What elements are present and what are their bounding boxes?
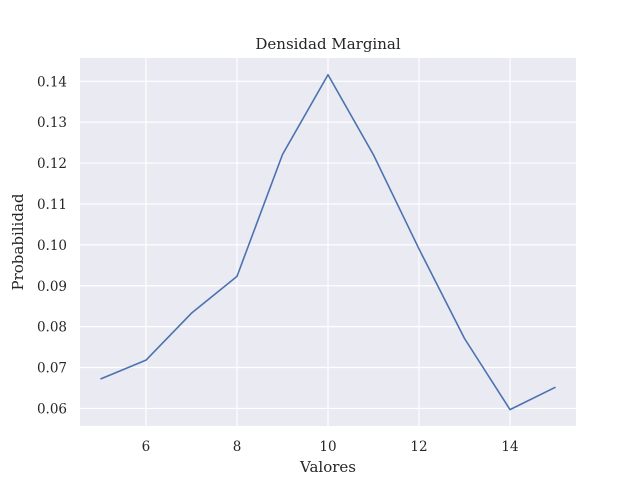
y-tick-label: 0.07: [37, 361, 67, 377]
y-tick-label: 0.06: [37, 401, 67, 417]
y-tick-label: 0.12: [37, 156, 67, 172]
y-tick-label: 0.08: [37, 320, 67, 336]
x-tick-label: 8: [233, 439, 242, 455]
y-tick-label: 0.09: [37, 279, 67, 295]
chart-title: Densidad Marginal: [255, 35, 400, 53]
x-axis-label: Valores: [299, 458, 356, 476]
x-tick-label: 6: [142, 439, 151, 455]
y-tick-label: 0.11: [37, 197, 67, 213]
x-gridlines: [145, 58, 511, 426]
y-tick-label: 0.10: [37, 238, 67, 254]
y-tick-label: 0.14: [37, 74, 67, 90]
x-tick-label: 12: [410, 439, 427, 455]
x-tick-label: 10: [319, 439, 336, 455]
x-tick-label: 14: [501, 439, 518, 455]
series-line: [100, 73, 556, 411]
x-tick-labels: 6 8 10 12 14: [142, 439, 519, 455]
y-tick-labels: 0.06 0.07 0.08 0.09 0.10 0.11 0.12 0.13 0.14: [37, 74, 67, 417]
y-axis-label: Probabilidad: [9, 193, 27, 290]
y-gridlines: [80, 80, 576, 410]
y-tick-label: 0.13: [37, 115, 67, 131]
